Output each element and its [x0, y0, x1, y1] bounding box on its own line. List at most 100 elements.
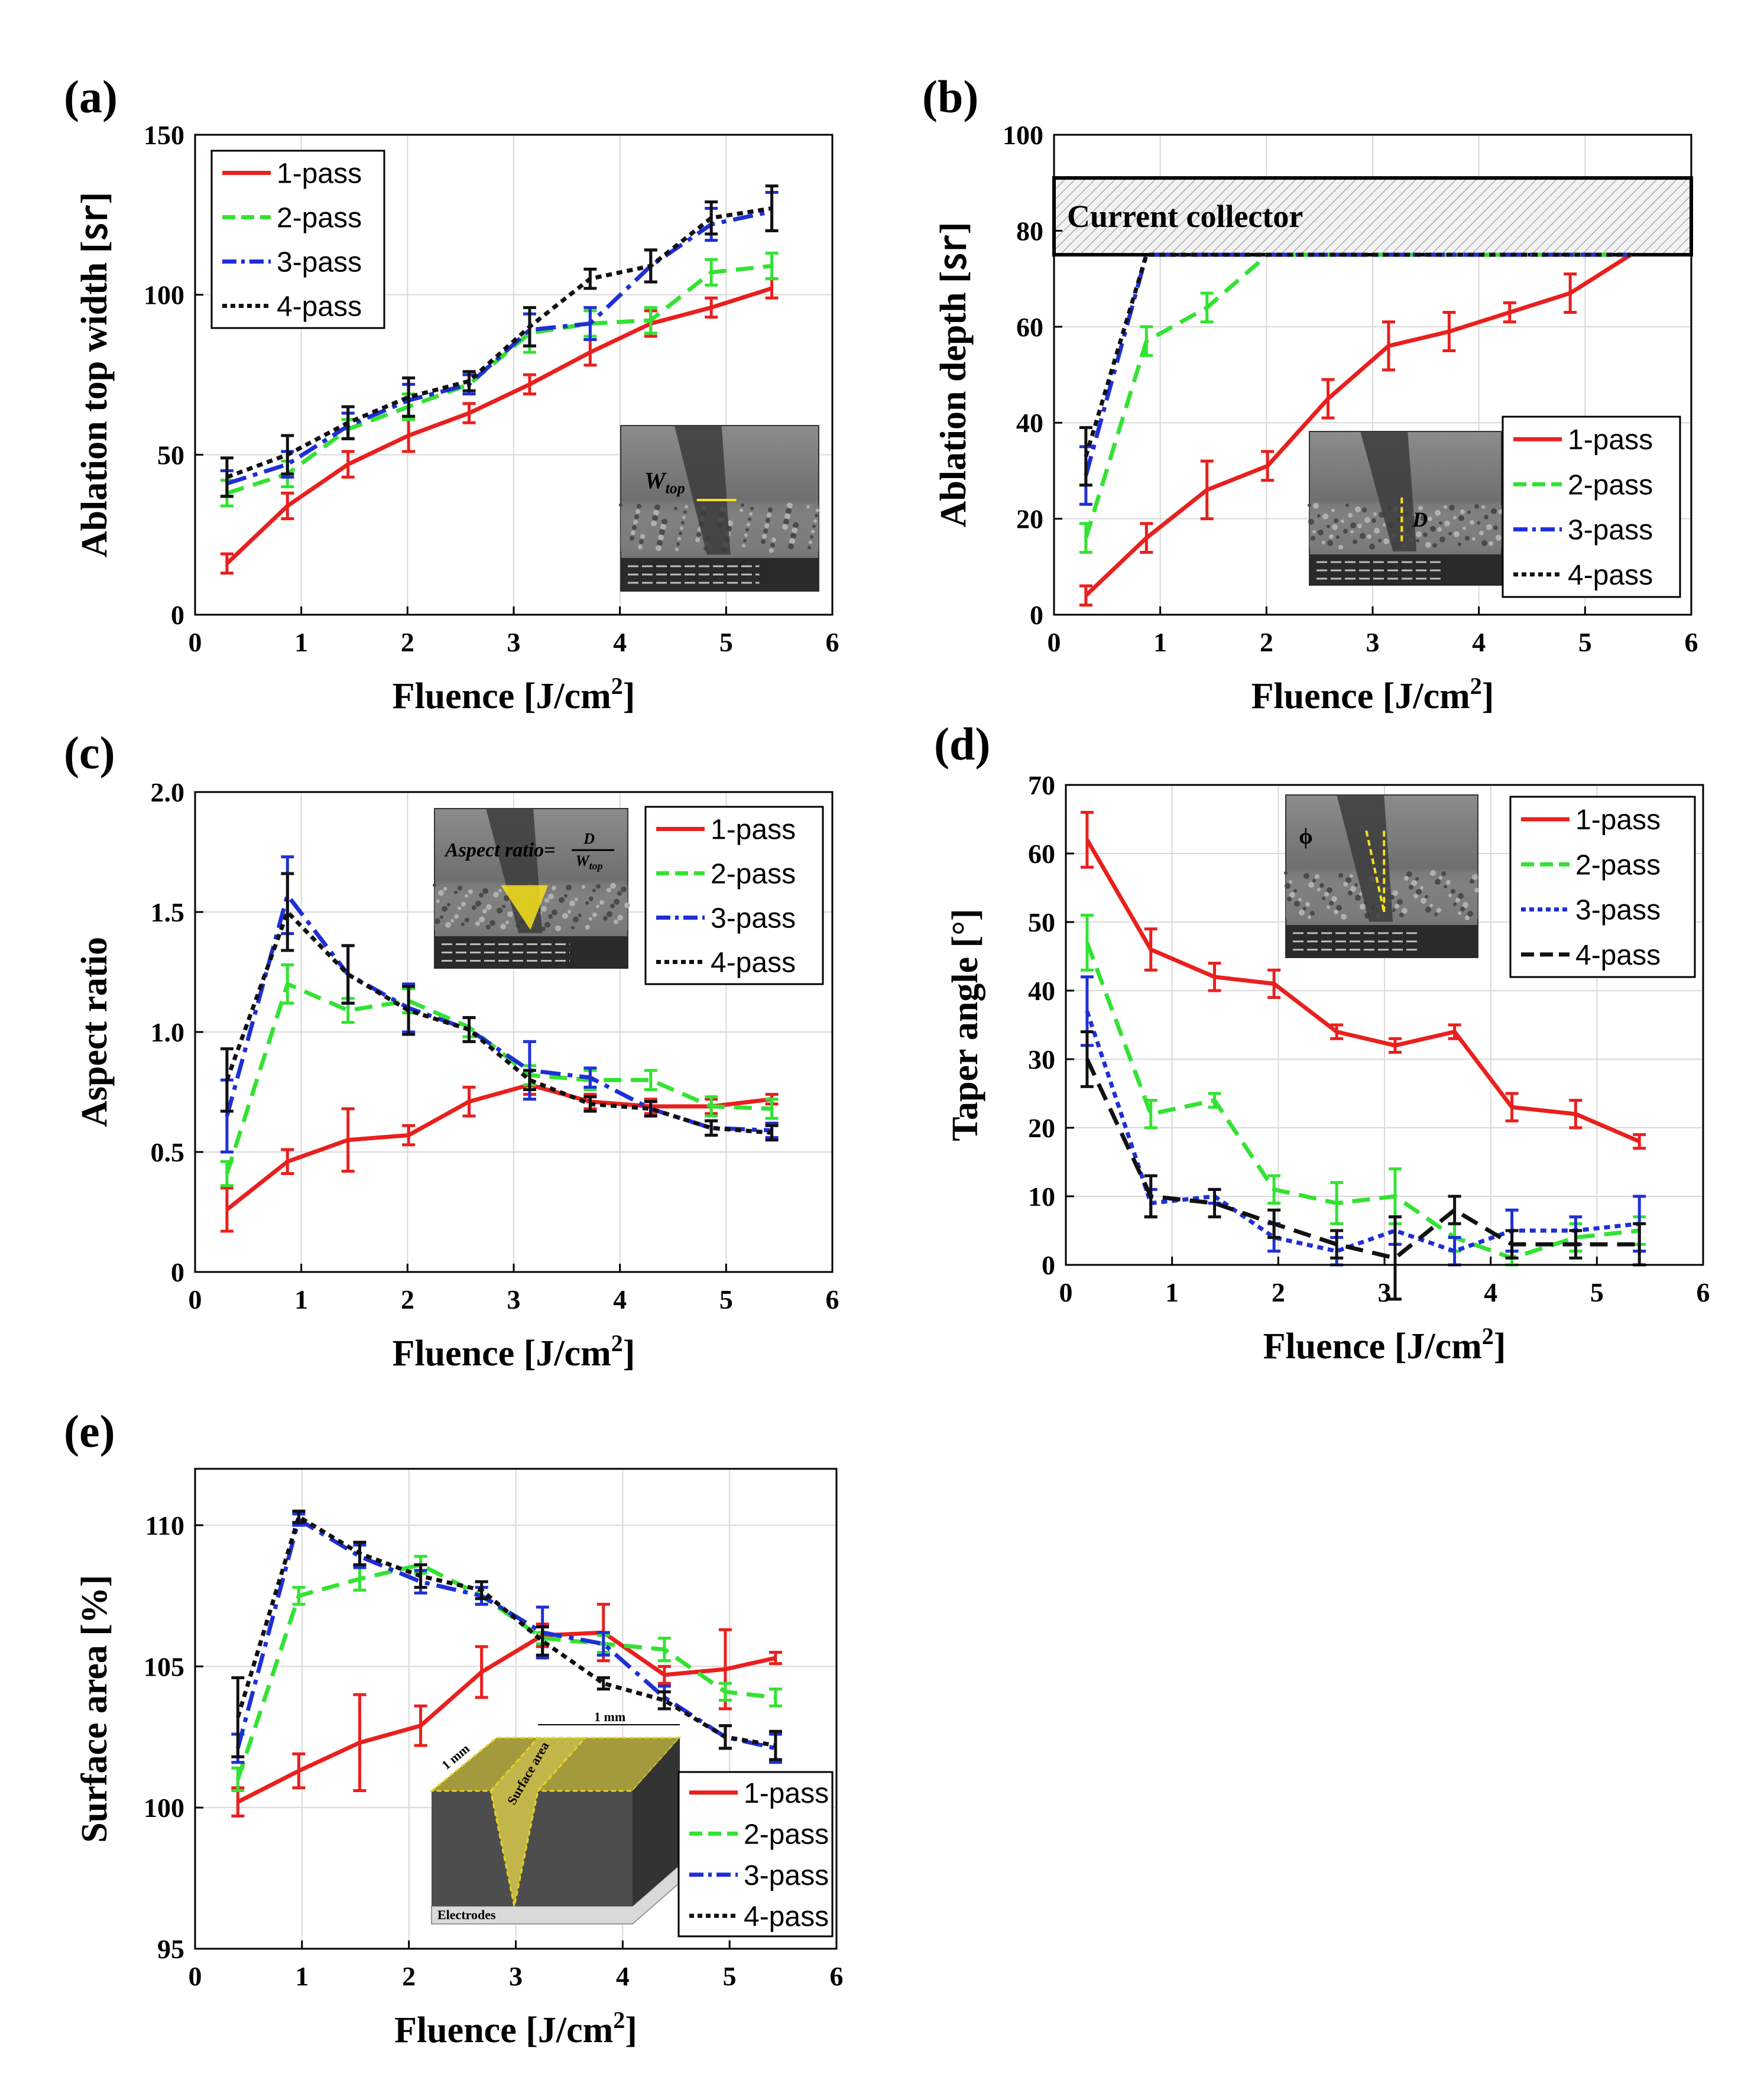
sem-grain	[676, 542, 680, 546]
legend-label: 4-pass	[744, 1901, 829, 1932]
sem-grain	[1435, 879, 1441, 885]
sem-grain	[1458, 893, 1464, 899]
series-4-pass	[220, 872, 779, 1142]
sem-grain	[813, 519, 817, 523]
sem-grain	[1318, 529, 1324, 536]
sem-grain	[1308, 503, 1311, 507]
y-tick-label: 2.0	[151, 777, 185, 807]
sem-grain	[585, 924, 590, 930]
x-tick-label: 2	[1272, 1277, 1285, 1307]
sem-grain	[1373, 512, 1377, 516]
y-axis-title: Taper angle [°]	[945, 908, 985, 1141]
sem-grain	[783, 518, 789, 525]
sem-grain	[465, 894, 468, 898]
sem-grain	[1481, 505, 1485, 509]
sem-grain	[631, 530, 635, 536]
legend: 1-pass 2-pass 3-pass 4-pass	[1509, 796, 1696, 978]
sem-grain	[621, 886, 627, 893]
sem-grain	[507, 911, 513, 917]
series-line-4-pass	[1085, 1058, 1640, 1260]
error-bar	[414, 1704, 427, 1747]
error-bar	[1267, 968, 1281, 999]
panel-label: (d)	[934, 718, 990, 770]
sem-grain	[1315, 874, 1319, 879]
sem-grain	[1285, 883, 1290, 889]
sem-grain	[696, 532, 701, 537]
error-bar	[765, 1124, 779, 1142]
error-bar	[281, 872, 294, 952]
error-bar	[705, 200, 718, 236]
sem-grain	[1369, 543, 1375, 550]
x-axis-title: Fluence [J/cm2]	[1263, 1323, 1506, 1367]
x-tick-label: 1	[1153, 627, 1167, 657]
sem-grain	[1310, 911, 1315, 916]
sem-grain	[1355, 506, 1361, 512]
panel-c: 0 1 2 3 4 5 6 0 0.5 1.0 1.5 2.0 (c) Aspect ratio Fluen…	[64, 727, 839, 1374]
panel-label: (a)	[64, 71, 118, 122]
sem-grain	[1327, 887, 1332, 893]
x-axis-title: Fluence [J/cm2]	[393, 1330, 635, 1374]
sem-grain	[659, 529, 665, 536]
sem-grain	[482, 888, 488, 894]
inset-sem: D	[1308, 431, 1503, 586]
error-bar	[1079, 522, 1092, 554]
sem-grain	[784, 513, 790, 520]
sem-grain	[638, 544, 643, 550]
sem-grain	[1448, 894, 1452, 897]
sem-grain	[683, 510, 687, 514]
sem-grain	[1308, 916, 1311, 919]
series-line-1-pass	[236, 1630, 776, 1804]
error-bar	[1208, 1187, 1221, 1219]
sem-grain	[1421, 898, 1426, 904]
sem-grain	[1303, 907, 1306, 910]
sem-grain	[1430, 525, 1436, 532]
error-bar	[718, 1682, 732, 1702]
sem-grain	[1402, 908, 1408, 914]
x-tick-label: 2	[401, 1284, 414, 1315]
legend: 1-pass 2-pass 3-pass 4-pass	[677, 1771, 834, 1938]
sem-grain	[1454, 531, 1460, 537]
inset-label-sub: top	[666, 479, 685, 496]
sem-grain	[695, 537, 700, 543]
x-tick-label: 3	[1378, 1277, 1392, 1307]
sem-grain	[742, 544, 745, 548]
sem-grain	[1434, 913, 1438, 916]
sem-grain	[741, 503, 744, 507]
series-4-pass	[231, 1510, 782, 1761]
error-bar	[1200, 459, 1214, 521]
series-line-1-pass	[225, 1082, 773, 1212]
x-tick-label: 5	[719, 1284, 733, 1315]
legend-label: 4-pass	[1575, 940, 1661, 971]
inset-sem: Wtop	[619, 425, 819, 592]
inset-frac-den: Wtop	[576, 852, 603, 872]
sem-grain	[635, 509, 640, 514]
y-tick-label: 0.5	[151, 1137, 185, 1167]
sem-grain	[1374, 527, 1380, 534]
x-tick-label: 0	[1059, 1277, 1073, 1307]
sem-grain	[1336, 535, 1340, 539]
sem-grain	[1397, 899, 1403, 905]
sem-grain	[1496, 534, 1502, 541]
error-bar	[231, 1676, 245, 1758]
x-tick-label: 2	[401, 627, 414, 657]
y-tick-label: 30	[1028, 1044, 1055, 1075]
sem-grain	[764, 523, 769, 528]
sem-grain	[766, 518, 770, 523]
y-tick-label: 1.0	[151, 1017, 185, 1047]
sem-grain	[575, 897, 578, 901]
error-bar	[462, 370, 476, 392]
x-tick-label: 4	[613, 1284, 627, 1315]
sem-grain	[1458, 911, 1461, 915]
sem-grain	[762, 534, 767, 539]
error-bar	[1564, 272, 1577, 314]
error-bar	[583, 1095, 597, 1113]
sem-grain	[1350, 886, 1356, 892]
sem-grain	[552, 909, 557, 916]
legend: 1-pass 2-pass 3-pass 4-pass	[1502, 416, 1681, 598]
series-1-pass	[1079, 253, 1632, 607]
legend-label: 1-pass	[1568, 424, 1653, 456]
sem-grain	[1458, 515, 1464, 521]
x-axis-title: Fluence [J/cm2]	[1251, 673, 1494, 716]
